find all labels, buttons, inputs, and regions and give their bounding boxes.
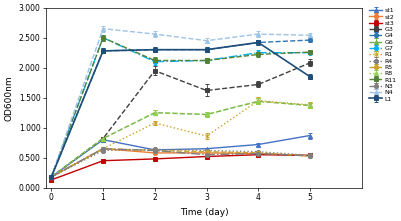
Legend: st1, st2, st3, G3, G4, G6, G7, R1, R4, R5, R8, R11, N3, N4, L1: st1, st2, st3, G3, G4, G6, G7, R1, R4, R… [368, 7, 397, 102]
Y-axis label: OD600nm: OD600nm [4, 75, 13, 120]
X-axis label: Time (day): Time (day) [180, 208, 228, 217]
